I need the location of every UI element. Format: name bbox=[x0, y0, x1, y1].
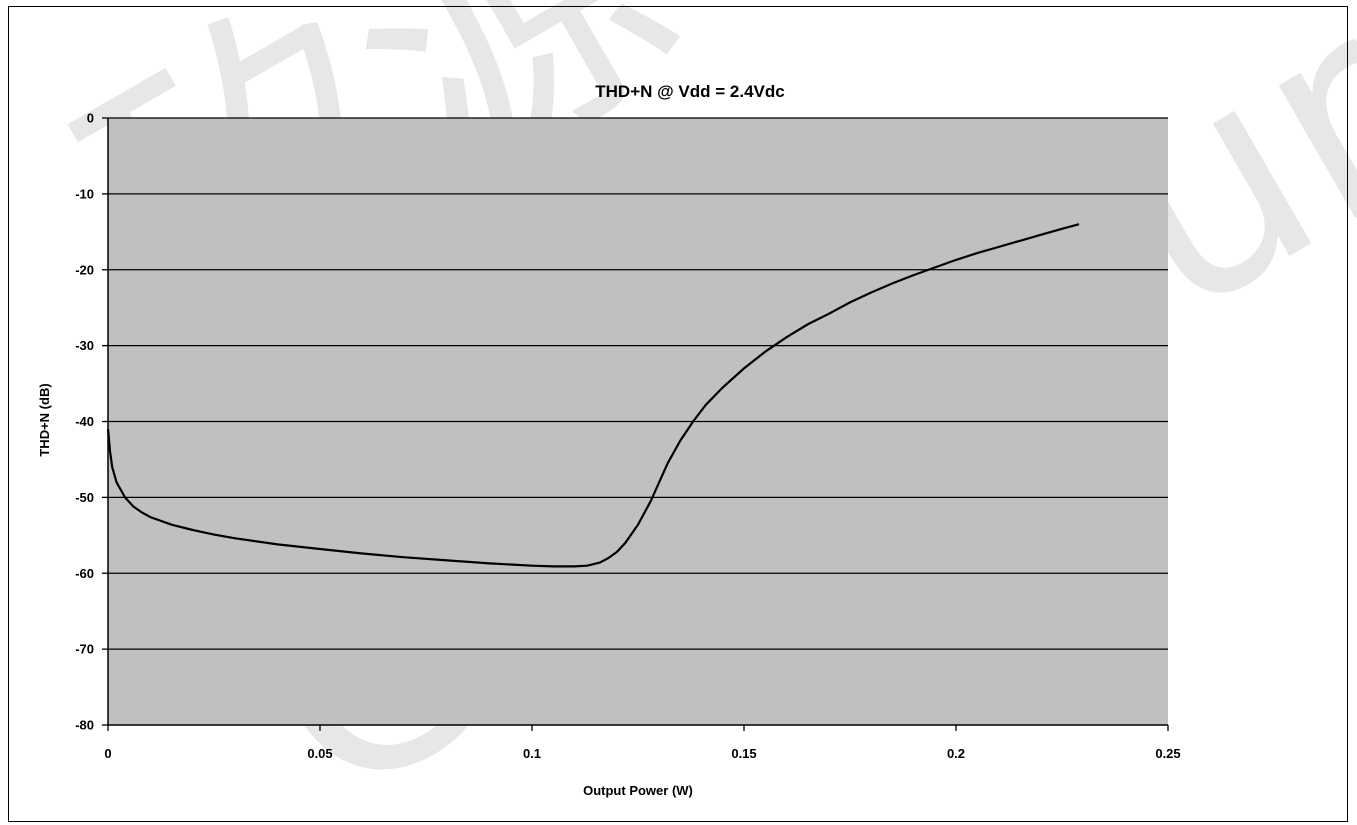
x-tick-label: 0 bbox=[104, 746, 111, 761]
x-tick-labels: 0 0.05 0.1 0.15 0.2 0.25 bbox=[104, 746, 1180, 761]
axes bbox=[102, 117, 1169, 731]
series-line bbox=[106, 223, 1080, 568]
x-tick-label: 0.05 bbox=[307, 746, 332, 761]
x-axis-title: Output Power (W) bbox=[583, 783, 693, 798]
y-tick-label: -40 bbox=[75, 414, 94, 429]
x-tick-label: 0.25 bbox=[1155, 746, 1180, 761]
x-tick-label: 0.1 bbox=[523, 746, 541, 761]
y-tick-labels: 0 -10 -20 -30 -40 -50 -60 -70 -80 bbox=[75, 111, 94, 733]
y-tick-label: 0 bbox=[87, 111, 94, 126]
x-tick-label: 0.2 bbox=[947, 746, 965, 761]
y-tick-label: -80 bbox=[75, 718, 94, 733]
y-tick-label: -60 bbox=[75, 566, 94, 581]
y-tick-label: -20 bbox=[75, 262, 94, 277]
y-tick-label: -70 bbox=[75, 642, 94, 657]
gridlines bbox=[108, 117, 1168, 650]
chart-title: THD+N @ Vdd = 2.4Vdc bbox=[595, 82, 784, 101]
y-tick-label: -50 bbox=[75, 490, 94, 505]
x-tick-label: 0.15 bbox=[731, 746, 756, 761]
y-tick-label: -30 bbox=[75, 338, 94, 353]
y-axis-title: THD+N (dB) bbox=[37, 383, 52, 456]
y-tick-label: -10 bbox=[75, 186, 94, 201]
